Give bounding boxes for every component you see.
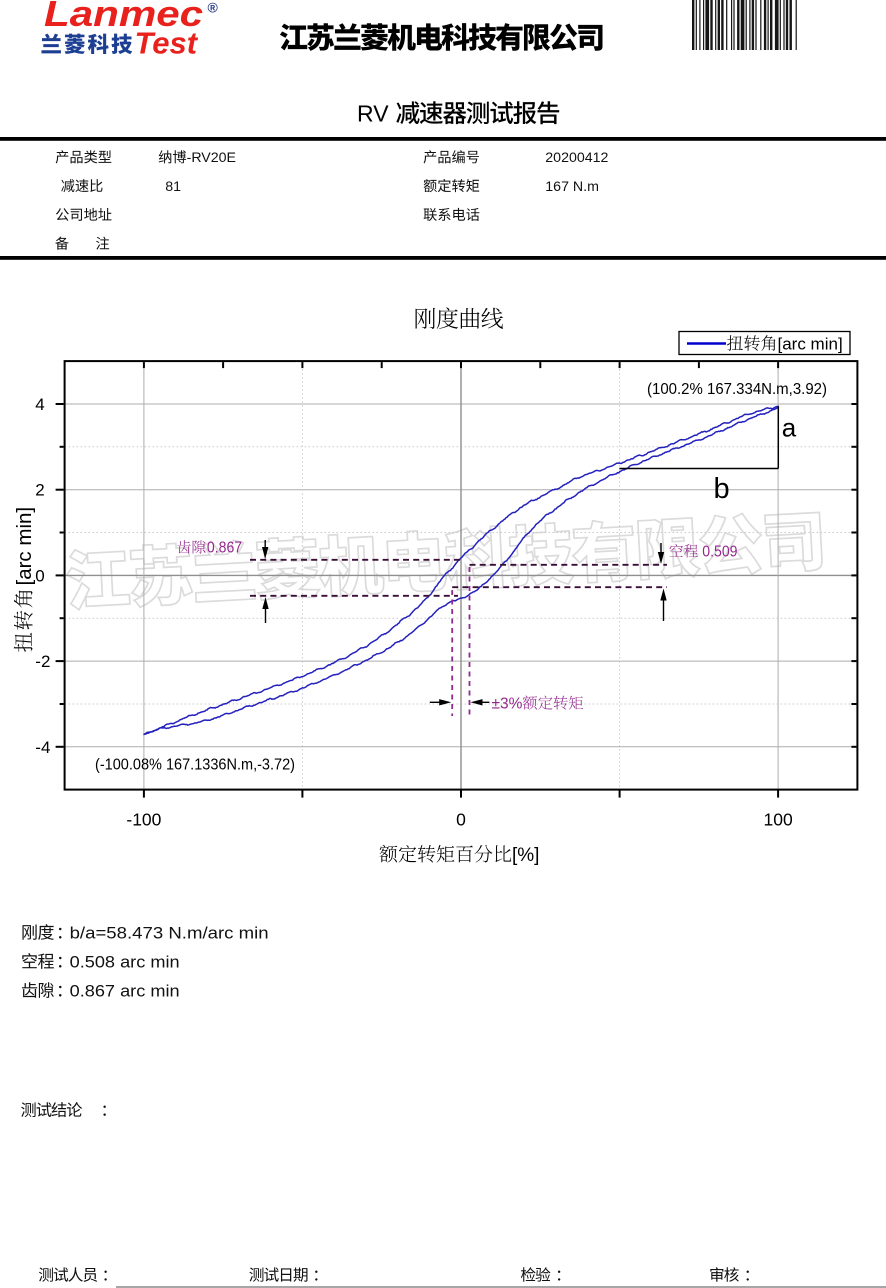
svg-text:0.509: 0.509 [702,544,737,561]
svg-text:a: a [782,413,797,443]
svg-text:4: 4 [35,395,44,414]
svg-text:[%]: [%] [512,845,539,866]
svg-text:(-100.08% 167.1336N.m,-3.72): (-100.08% 167.1336N.m,-3.72) [95,757,295,774]
svg-text:b: b [714,473,730,505]
svg-text:Test: Test [135,26,199,61]
svg-text:0: 0 [456,810,466,830]
svg-text:b/a=58.473 N.m/arc min: b/a=58.473 N.m/arc min [70,924,269,943]
svg-text:[arc min]: [arc min] [778,335,843,354]
svg-text:-RV20E: -RV20E [187,150,236,166]
svg-text:±3%: ±3% [492,696,523,713]
svg-text:2: 2 [35,481,44,500]
svg-text:0.867: 0.867 [207,540,242,557]
svg-text:-2: -2 [35,652,50,671]
svg-text:[arc min]: [arc min] [13,507,36,586]
svg-text:20200412: 20200412 [545,150,608,166]
svg-text:-100: -100 [126,810,161,830]
svg-text:0: 0 [35,566,44,585]
svg-text:(100.2% 167.334N.m,3.92): (100.2% 167.334N.m,3.92) [647,381,827,398]
svg-text:®: ® [208,0,219,16]
svg-text:Lanmec: Lanmec [44,0,203,34]
svg-text:100: 100 [763,810,792,830]
svg-text:-4: -4 [35,738,50,757]
svg-text:0.867 arc min: 0.867 arc min [70,982,180,1001]
svg-text:RV: RV [357,101,389,127]
svg-text:81: 81 [165,179,181,195]
svg-text:167 N.m: 167 N.m [545,179,599,195]
svg-text:0.508 arc min: 0.508 arc min [70,953,180,972]
